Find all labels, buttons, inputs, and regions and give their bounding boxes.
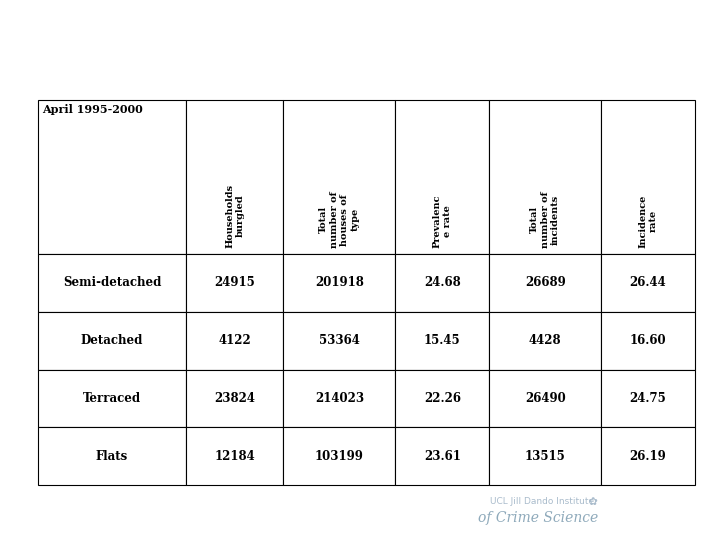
Text: Terraced: Terraced	[83, 392, 141, 405]
Bar	[186, 254, 284, 312]
Text: 22.26: 22.26	[424, 392, 461, 405]
Bar	[395, 312, 489, 369]
Text: 4122: 4122	[218, 334, 251, 347]
Text: April 1995-2000: April 1995-2000	[42, 104, 143, 115]
Text: 26689: 26689	[525, 276, 566, 289]
Text: 201918: 201918	[315, 276, 364, 289]
Bar	[284, 312, 395, 369]
Bar	[186, 100, 284, 254]
Text: 24.68: 24.68	[424, 276, 461, 289]
Bar	[186, 312, 284, 369]
Text: 26.44: 26.44	[630, 276, 667, 289]
Text: 15.45: 15.45	[424, 334, 461, 347]
Bar	[38, 100, 186, 254]
Text: 26.19: 26.19	[630, 450, 667, 463]
Bar	[395, 369, 489, 427]
Bar	[601, 100, 695, 254]
Bar	[38, 312, 186, 369]
Text: ✿: ✿	[585, 497, 598, 507]
Text: Households
burgled: Households burgled	[225, 184, 244, 248]
Text: Incidence
rate: Incidence rate	[639, 194, 658, 248]
Bar	[601, 369, 695, 427]
Text: Prevalenc
e rate: Prevalenc e rate	[433, 194, 452, 248]
Text: Flats: Flats	[96, 450, 128, 463]
Text: 23.61: 23.61	[424, 450, 461, 463]
Text: 24.75: 24.75	[630, 392, 667, 405]
Text: 23824: 23824	[215, 392, 255, 405]
Text: UCL Jill Dando Institute: UCL Jill Dando Institute	[490, 497, 594, 507]
Text: 214023: 214023	[315, 392, 364, 405]
Bar	[284, 254, 395, 312]
Bar	[489, 369, 601, 427]
Bar	[601, 312, 695, 369]
Bar	[489, 312, 601, 369]
Bar	[284, 369, 395, 427]
Bar	[395, 100, 489, 254]
Bar	[395, 427, 489, 485]
Text: 103199: 103199	[315, 450, 364, 463]
Bar	[601, 427, 695, 485]
Text: Total
number of
houses of
type: Total number of houses of type	[320, 191, 359, 248]
Text: 53364: 53364	[319, 334, 360, 347]
Bar	[601, 254, 695, 312]
Bar	[489, 427, 601, 485]
Text: Detached: Detached	[81, 334, 143, 347]
Bar	[395, 254, 489, 312]
Text: Total
number of
incidents: Total number of incidents	[531, 191, 560, 248]
Bar	[489, 254, 601, 312]
Bar	[38, 427, 186, 485]
Text: Relative vulnerability of different housing types: Relative vulnerability of different hous…	[18, 18, 413, 36]
Text: ▲: ▲	[652, 7, 659, 17]
Text: UCL: UCL	[654, 16, 702, 36]
Text: 16.60: 16.60	[630, 334, 667, 347]
Bar	[38, 254, 186, 312]
Text: 13515: 13515	[525, 450, 566, 463]
Text: 12184: 12184	[215, 450, 255, 463]
Text: 24915: 24915	[215, 276, 255, 289]
Text: 26490: 26490	[525, 392, 566, 405]
Text: Semi-detached: Semi-detached	[63, 276, 161, 289]
Bar	[489, 100, 601, 254]
Bar	[186, 369, 284, 427]
Bar	[284, 427, 395, 485]
Bar	[284, 100, 395, 254]
Bar	[38, 369, 186, 427]
Text: 4428: 4428	[529, 334, 562, 347]
Text: of Crime Science: of Crime Science	[478, 511, 598, 525]
Bar	[186, 427, 284, 485]
